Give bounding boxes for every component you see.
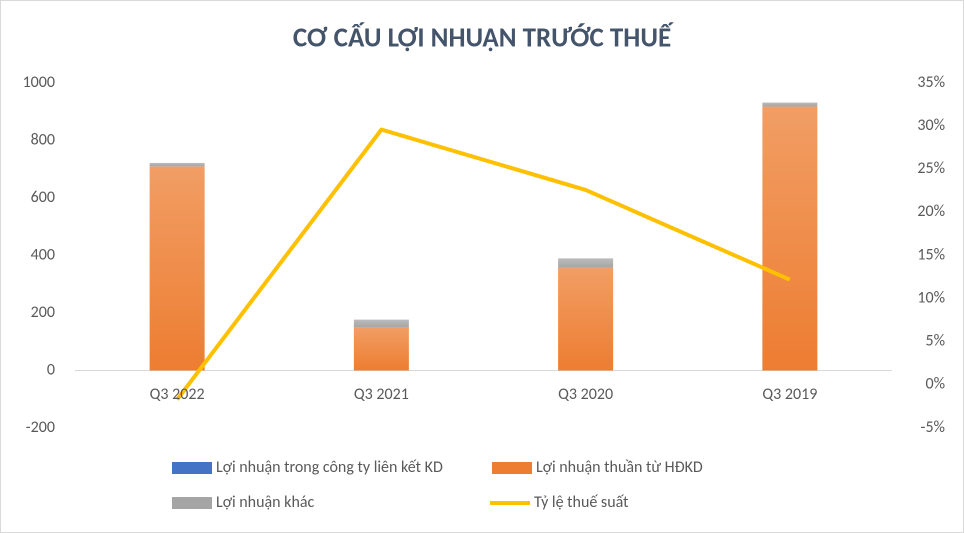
- y-tick-label: 600: [31, 188, 55, 207]
- legend-label: Lợi nhuận thuần từ HĐKD: [536, 458, 703, 477]
- y2-tick-label: 5%: [925, 332, 945, 351]
- x-tick-label: Q3 2022: [150, 385, 205, 404]
- y2-tick-label: 0%: [925, 375, 945, 394]
- y2-tick-label: 30%: [917, 116, 945, 135]
- bar: [353, 319, 409, 328]
- legend-label: Tỷ lệ thuế suất: [534, 493, 629, 512]
- bar: [149, 162, 205, 167]
- x-tick-label: Q3 2021: [354, 385, 409, 404]
- bar: [762, 102, 818, 107]
- legend-label: Lợi nhuận khác: [216, 493, 315, 512]
- bar: [558, 267, 614, 371]
- y-tick-label: 400: [31, 245, 55, 264]
- legend-label: Lợi nhuận trong công ty liên kết KD: [216, 458, 443, 477]
- legend-swatch: [492, 462, 532, 474]
- legend-swatch: [172, 462, 212, 474]
- line: [175, 127, 791, 401]
- bar: [353, 327, 409, 371]
- y-tick-label: -200: [26, 418, 55, 437]
- bar: [762, 106, 818, 371]
- y2-tick-label: -5%: [921, 418, 945, 437]
- legend-swatch: [172, 497, 212, 509]
- y2-tick-label: 25%: [917, 159, 945, 178]
- y-tick-label: 0: [47, 360, 55, 379]
- x-tick-label: Q3 2020: [558, 385, 613, 404]
- y2-tick-label: 35%: [917, 73, 945, 92]
- chart-title: CƠ CẤU LỢI NHUẬN TRƯỚC THUẾ: [293, 22, 674, 55]
- bar: [149, 166, 205, 371]
- y2-tick-label: 15%: [917, 245, 945, 264]
- y2-tick-label: 20%: [917, 202, 945, 221]
- x-tick-label: Q3 2019: [762, 385, 817, 404]
- y-tick-label: 800: [31, 130, 55, 149]
- y-tick-label: 1000: [23, 73, 55, 92]
- y2-tick-label: 10%: [917, 288, 945, 307]
- y-tick-label: 200: [31, 303, 55, 322]
- bar: [558, 258, 614, 268]
